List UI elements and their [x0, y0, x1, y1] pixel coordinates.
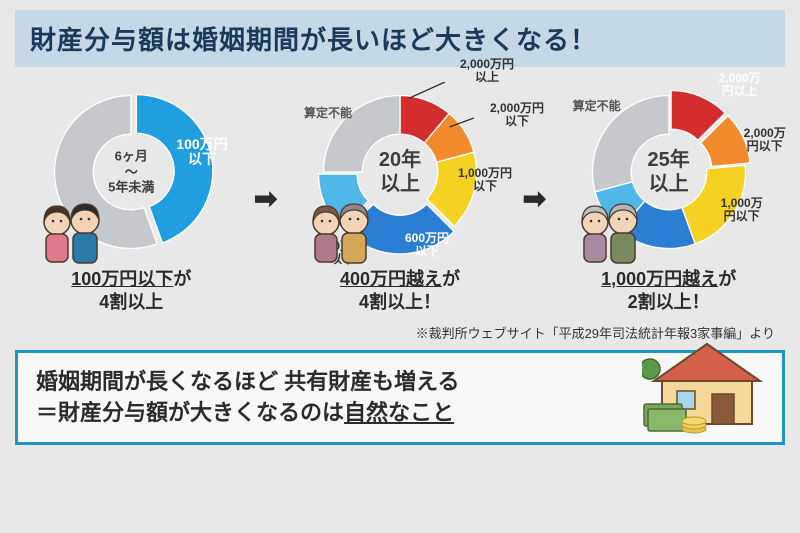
donut-center-label: 6ヶ月〜5年未満: [108, 149, 154, 196]
slice-label: 100万円以下: [176, 137, 227, 168]
people-icon: [306, 194, 376, 264]
donut-center-label: 25年以上: [648, 148, 690, 196]
page-title: 財産分与額は婚姻期間が長いほど大きくなる！: [30, 20, 770, 57]
chart-1: 6ヶ月〜5年未満 100万円以下 100万円以下が4割以上: [16, 82, 246, 315]
slice-label: 算定不能: [304, 107, 352, 120]
slice-label: 2,000万円以上: [460, 58, 514, 84]
slice-label: 2,000万円以下: [490, 102, 544, 128]
house-money-icon: [642, 339, 772, 439]
chart-2: 20年以上2,000万円以上2,000万円以下1,000万円以下600万円以下4…: [285, 82, 515, 315]
slice-label: 600万円以下: [405, 232, 449, 258]
slice-label: 1,000万円以下: [721, 197, 763, 223]
chart-caption: 100万円以下が4割以上: [16, 268, 246, 315]
chart-3: 25年以上2,000万円以上2,000万円以下1,000万円以下算定不能 1,0…: [554, 82, 784, 315]
arrow-icon: ➡: [254, 182, 277, 215]
header-banner: 財産分与額は婚姻期間が長いほど大きくなる！: [15, 10, 785, 67]
summary-box: 婚姻期間が長くなるほど 共有財産も増える ＝財産分与額が大きくなるのは自然なこと: [15, 350, 785, 446]
slice-label: 算定不能: [573, 100, 621, 113]
charts-row: 6ヶ月〜5年未満 100万円以下 100万円以下が4割以上 ➡ 20年以上 2,00…: [15, 82, 785, 315]
donut-center-label: 20年以上: [379, 148, 421, 196]
arrow-icon: ➡: [523, 182, 546, 215]
chart-caption: 1,000万円越えが2割以上！: [554, 268, 784, 315]
slice-label: 2,000万円以上: [719, 72, 761, 98]
slice-label: 1,000万円以下: [458, 167, 512, 193]
people-icon: [575, 194, 645, 264]
chart-caption: 400万円越えが4割以上！: [285, 268, 515, 315]
slice-label: 2,000万円以下: [744, 127, 786, 153]
people-icon: [37, 194, 107, 264]
